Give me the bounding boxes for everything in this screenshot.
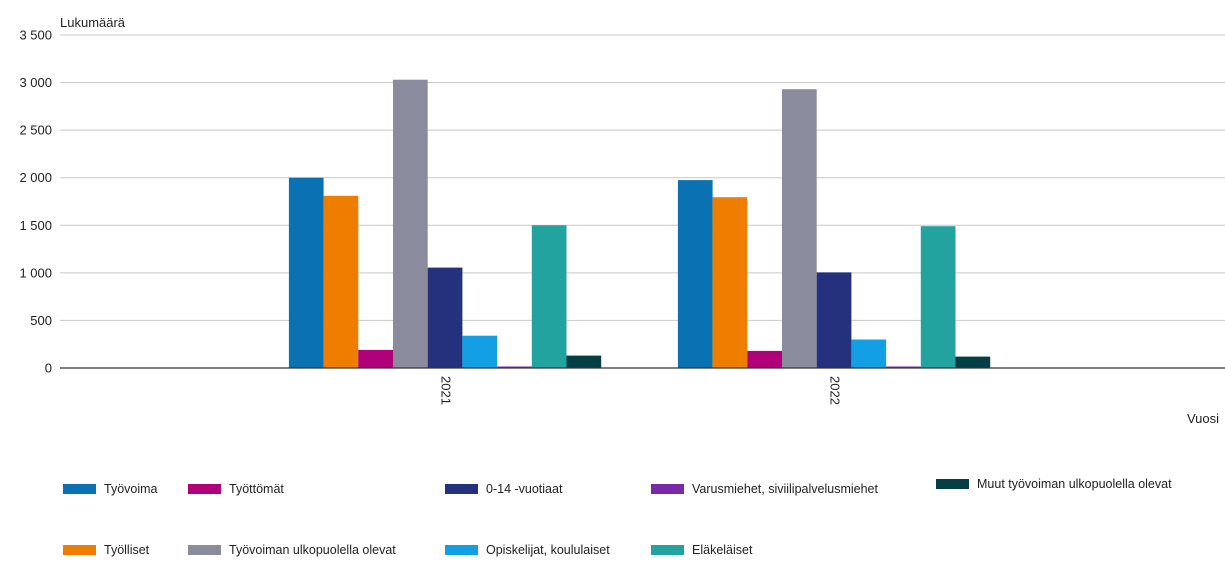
y-tick-label: 3 000: [19, 75, 52, 90]
bar[interactable]: [886, 366, 921, 369]
bar[interactable]: [782, 89, 817, 368]
bar[interactable]: [323, 195, 359, 368]
y-tick-label: 2 000: [19, 170, 52, 185]
bar[interactable]: [462, 335, 498, 368]
y-tick-label: 1 000: [19, 265, 52, 280]
y-tick-label: 500: [30, 313, 52, 328]
bar[interactable]: [497, 366, 532, 369]
bar[interactable]: [920, 226, 956, 368]
bar[interactable]: [712, 197, 748, 368]
bar[interactable]: [531, 225, 567, 368]
y-tick-label: 3 500: [19, 28, 52, 43]
bars: [288, 79, 991, 369]
bar[interactable]: [747, 350, 782, 368]
bar[interactable]: [358, 349, 393, 368]
gridlines: [60, 34, 1225, 321]
bar[interactable]: [288, 177, 324, 368]
bar[interactable]: [427, 267, 463, 368]
bar[interactable]: [851, 339, 887, 369]
axes: 0 500 1 000 1 500 2 000 2 500 3 000 3 500 2021 20…: [19, 28, 1225, 405]
x-tick-label: 2022: [828, 376, 843, 405]
x-tick-label: 2021: [439, 376, 454, 405]
y-tick-label: 1 500: [19, 218, 52, 233]
bar[interactable]: [816, 272, 852, 368]
y-tick-label: 2 500: [19, 123, 52, 138]
bar[interactable]: [955, 356, 991, 368]
y-tick-label: 0: [45, 361, 52, 376]
bar[interactable]: [566, 355, 602, 368]
y-axis-label: Lukumäärä: [60, 15, 126, 30]
bar[interactable]: [393, 79, 428, 368]
bar[interactable]: [677, 180, 713, 368]
x-axis-label: Vuosi: [1187, 411, 1219, 426]
